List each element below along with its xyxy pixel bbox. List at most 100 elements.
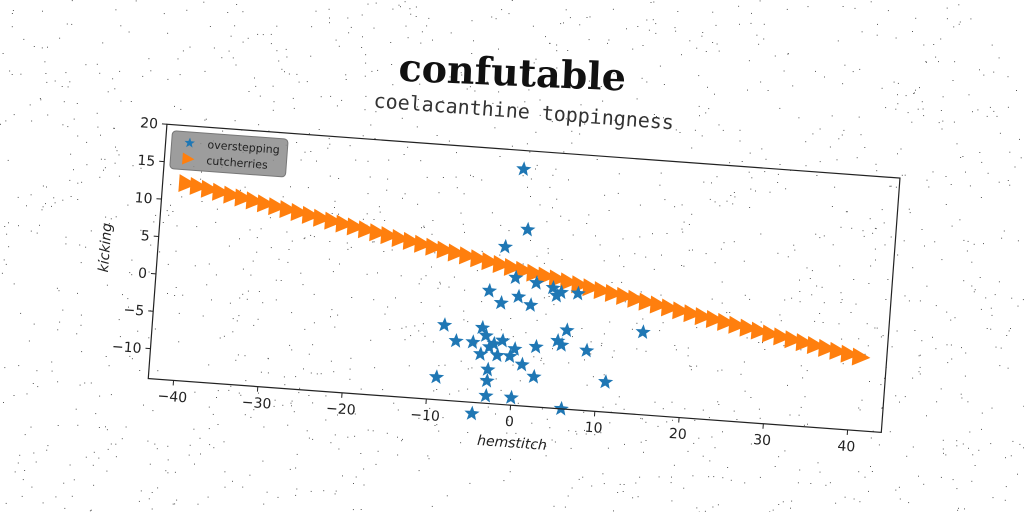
noise-dot xyxy=(641,418,643,420)
overstepping-point xyxy=(464,405,480,421)
noise-dot xyxy=(67,126,69,128)
noise-dot xyxy=(965,171,966,173)
noise-dot xyxy=(980,197,982,198)
noise-dot xyxy=(13,395,15,396)
noise-dot xyxy=(209,444,211,446)
noise-dot xyxy=(431,505,433,507)
noise-dot xyxy=(129,272,131,274)
noise-dot xyxy=(18,365,20,367)
noise-dot xyxy=(26,205,27,207)
noise-dot xyxy=(683,487,685,489)
noise-dot xyxy=(619,255,620,257)
noise-dot xyxy=(760,81,762,83)
noise-dot xyxy=(758,43,760,45)
noise-dot xyxy=(928,186,930,188)
noise-dot xyxy=(370,124,372,126)
noise-dot xyxy=(762,342,763,344)
overstepping-point xyxy=(528,338,544,354)
noise-dot xyxy=(663,84,665,85)
noise-dot xyxy=(608,39,610,41)
noise-dot xyxy=(933,44,935,45)
noise-dot xyxy=(942,439,944,441)
noise-dot xyxy=(588,87,590,89)
noise-dot xyxy=(224,471,226,473)
noise-dot xyxy=(311,26,313,28)
noise-dot xyxy=(106,429,108,431)
noise-dot xyxy=(194,265,196,267)
noise-dot xyxy=(363,468,365,470)
noise-dot xyxy=(782,501,784,503)
noise-dot xyxy=(876,34,878,36)
noise-dot xyxy=(926,285,928,287)
noise-dot xyxy=(239,238,240,240)
noise-dot xyxy=(967,401,969,403)
noise-dot xyxy=(645,440,647,441)
cutcherries-point xyxy=(728,315,747,334)
noise-dot xyxy=(977,109,979,111)
noise-dot xyxy=(432,39,433,41)
noise-dot xyxy=(956,488,958,490)
noise-dot xyxy=(956,440,958,442)
noise-dot xyxy=(303,368,304,370)
overstepping-point xyxy=(478,387,494,403)
cutcherries-point xyxy=(357,220,377,239)
noise-dot xyxy=(308,395,310,396)
noise-dot xyxy=(313,236,315,238)
noise-dot xyxy=(409,8,411,10)
noise-dot xyxy=(217,424,219,425)
noise-dot xyxy=(723,242,725,244)
noise-dot xyxy=(307,187,309,189)
noise-dot xyxy=(312,344,314,346)
noise-dot xyxy=(506,432,508,434)
noise-dot xyxy=(208,364,210,366)
noise-dot xyxy=(744,482,746,484)
noise-dot xyxy=(622,238,624,240)
noise-dot xyxy=(859,409,861,411)
noise-dot xyxy=(739,129,741,131)
noise-dot xyxy=(46,449,48,451)
noise-dot xyxy=(436,389,438,390)
noise-dot xyxy=(613,510,614,512)
noise-dot xyxy=(702,32,704,33)
noise-dot xyxy=(330,95,332,97)
noise-dot xyxy=(329,17,330,19)
noise-dot xyxy=(253,324,255,326)
noise-dot xyxy=(456,187,458,189)
noise-dot xyxy=(571,142,573,144)
noise-dot xyxy=(568,219,570,221)
noise-dot xyxy=(362,218,364,220)
noise-dot xyxy=(256,237,258,239)
noise-dot xyxy=(758,342,760,343)
noise-dot xyxy=(306,430,308,432)
noise-dot xyxy=(89,510,91,512)
noise-dot xyxy=(696,47,698,49)
noise-dot xyxy=(718,124,720,126)
noise-dot xyxy=(232,331,234,333)
noise-dot xyxy=(308,353,310,355)
noise-dot xyxy=(536,319,538,321)
noise-dot xyxy=(580,104,582,106)
noise-dot xyxy=(274,399,276,401)
noise-dot xyxy=(434,252,436,254)
noise-dot xyxy=(293,411,295,413)
noise-dot xyxy=(273,101,275,103)
noise-dot xyxy=(958,4,960,6)
noise-dot xyxy=(626,28,627,30)
noise-dot xyxy=(30,426,32,428)
noise-dot xyxy=(624,301,626,303)
noise-dot xyxy=(823,235,825,237)
noise-dot xyxy=(436,135,438,136)
noise-dot xyxy=(208,428,210,430)
noise-dot xyxy=(148,498,150,500)
noise-dot xyxy=(329,143,331,145)
noise-dot xyxy=(536,255,538,257)
noise-dot xyxy=(992,497,994,499)
noise-dot xyxy=(870,1,872,3)
noise-dot xyxy=(63,101,65,103)
noise-dot xyxy=(391,64,393,65)
noise-dot xyxy=(334,200,336,202)
noise-dot xyxy=(608,210,610,211)
noise-dot xyxy=(858,338,860,340)
noise-dot xyxy=(704,510,706,512)
noise-dot xyxy=(712,506,714,508)
